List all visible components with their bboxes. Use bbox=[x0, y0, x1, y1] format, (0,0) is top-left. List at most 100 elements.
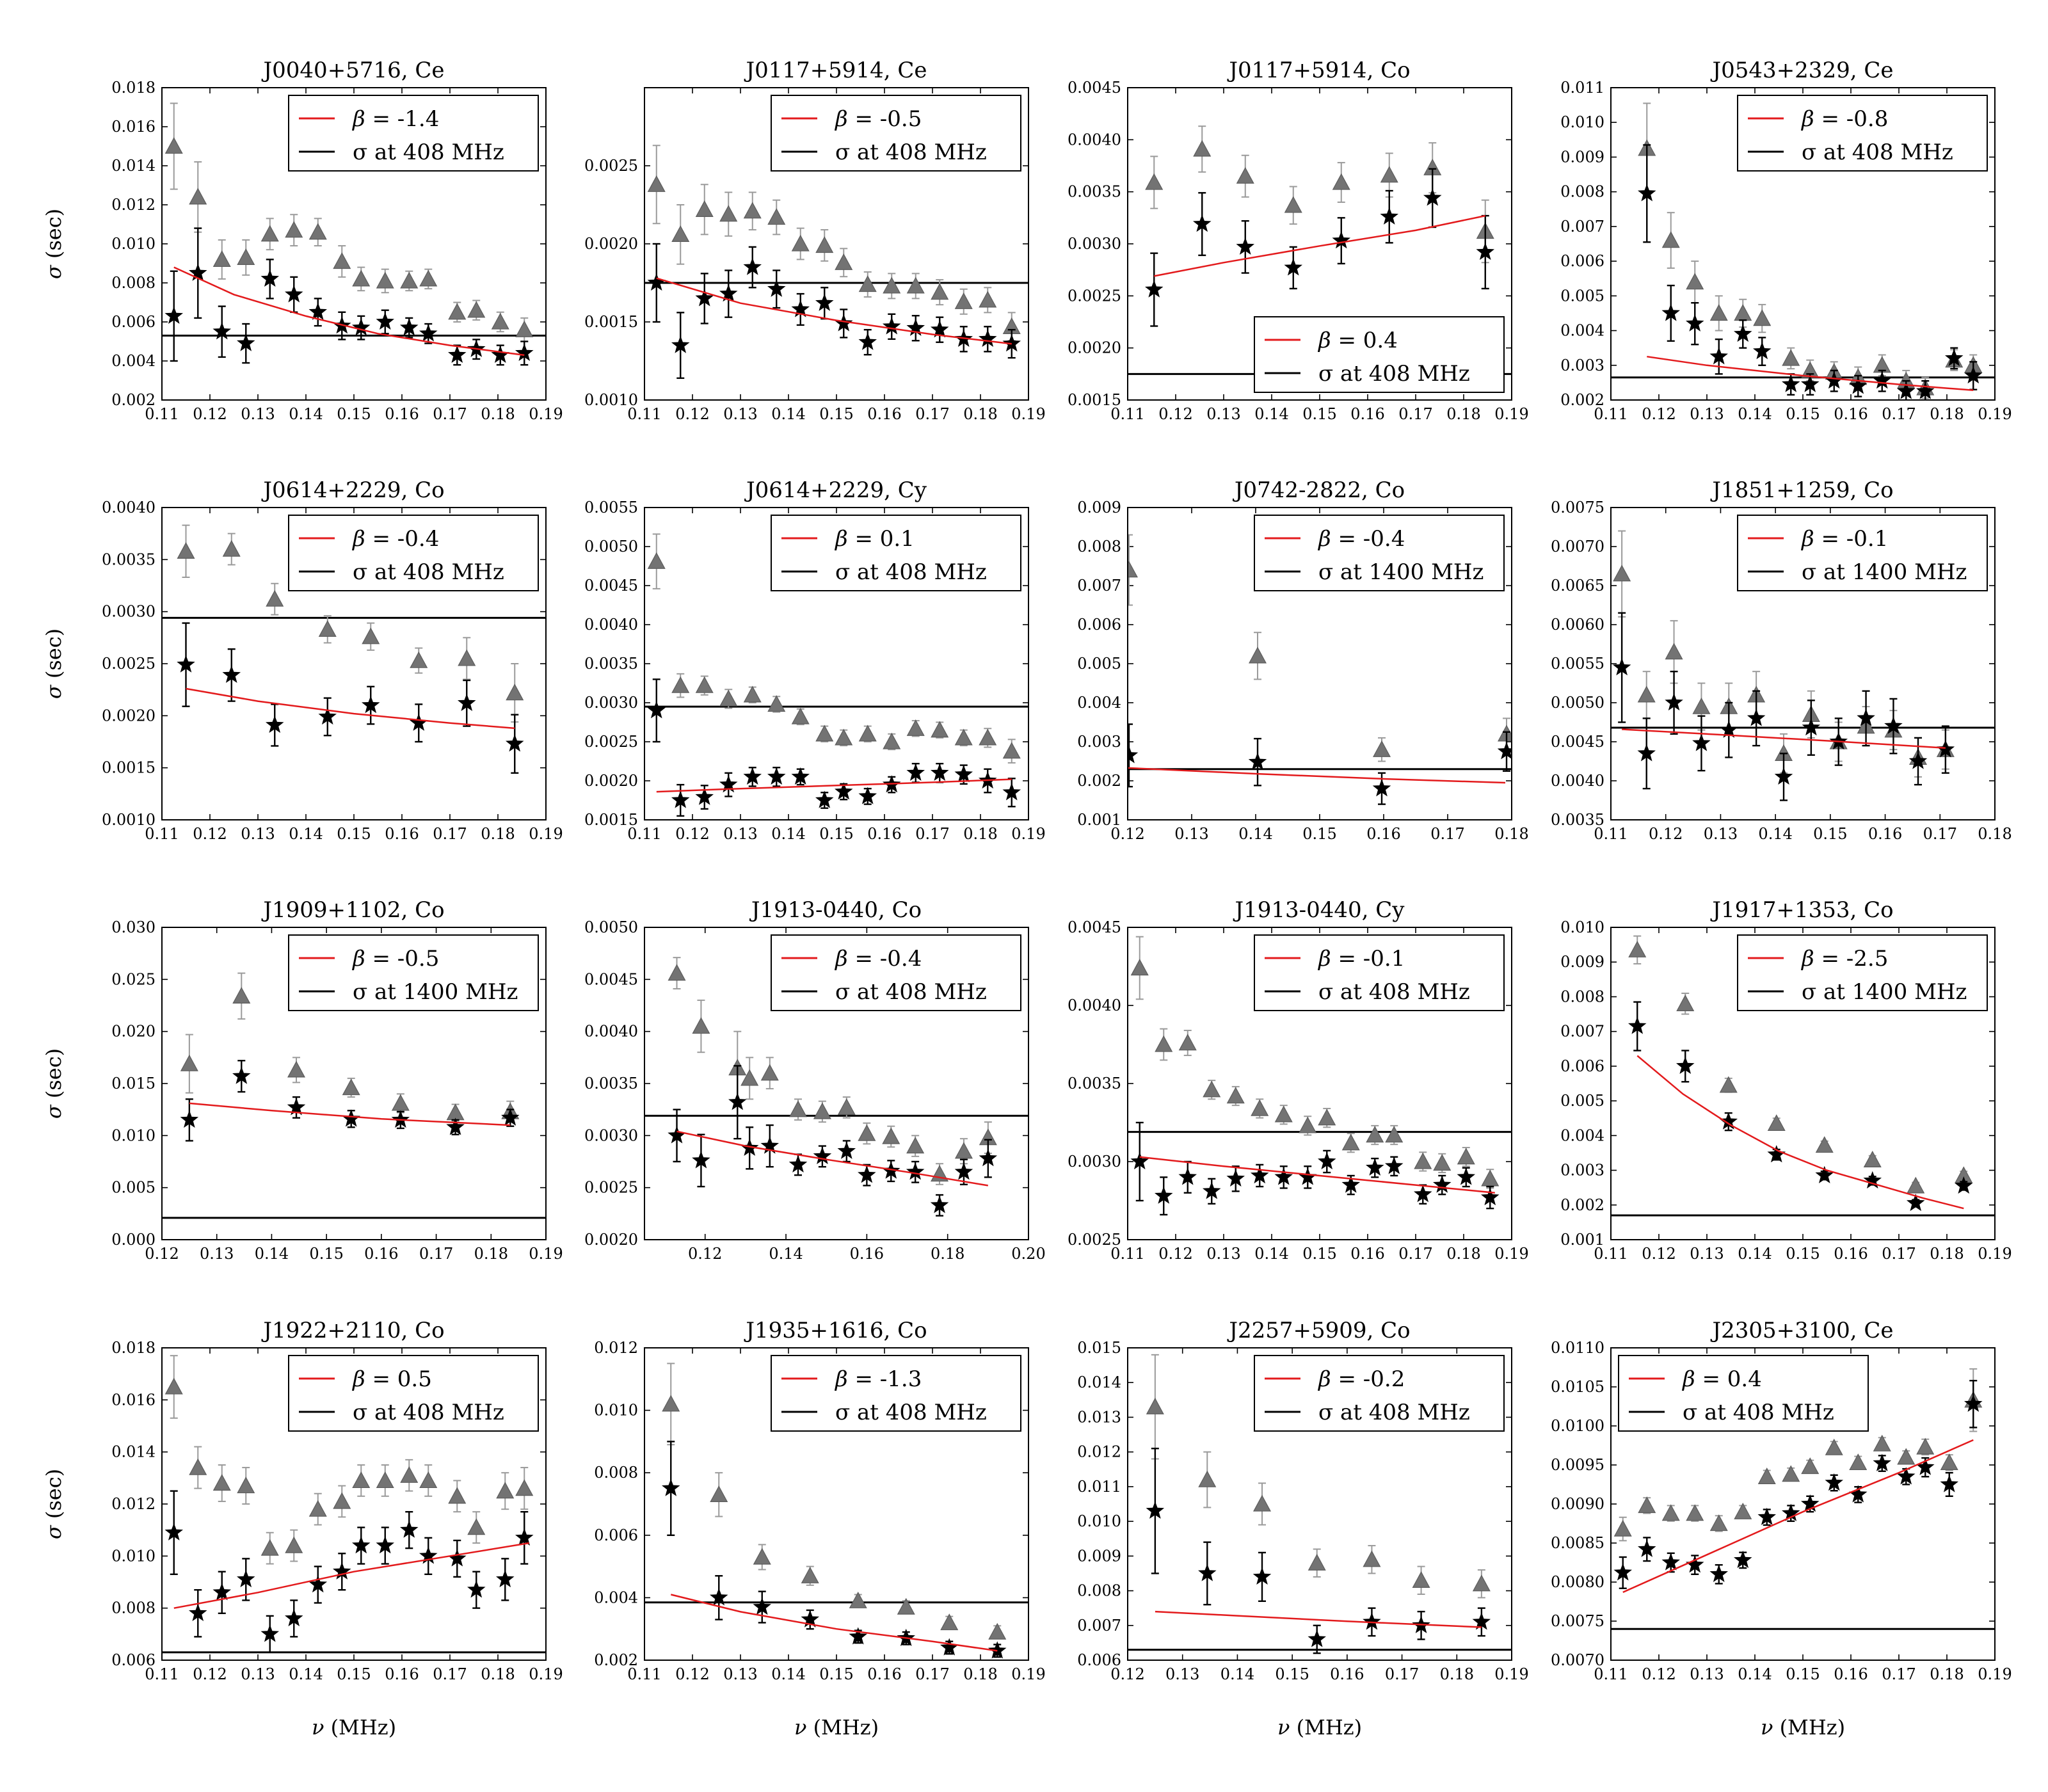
star-marker bbox=[1637, 184, 1656, 202]
legend-box bbox=[1737, 515, 1988, 591]
x-tick-label: 0.15 bbox=[819, 825, 853, 843]
y-tick-label: 0.0040 bbox=[1068, 996, 1121, 1014]
panel-title: J1909+1102, Co bbox=[261, 897, 444, 923]
panel-1: J0040+5716, Ce 0.11 0.12 0.13 0.14 0.15 0.16 0.… bbox=[111, 58, 563, 423]
triangle-marker bbox=[1366, 1126, 1384, 1143]
star-marker bbox=[1284, 258, 1303, 276]
star-point bbox=[1146, 1448, 1165, 1574]
star-point bbox=[222, 648, 241, 702]
star-marker bbox=[1144, 280, 1164, 298]
x-tick-label: 0.14 bbox=[1254, 405, 1288, 423]
triangle-point bbox=[858, 1122, 876, 1145]
x-tick-label: 0.14 bbox=[771, 405, 805, 423]
star-marker bbox=[647, 273, 666, 291]
star-point bbox=[1964, 361, 1983, 390]
star-point bbox=[1332, 217, 1351, 265]
star-point bbox=[265, 703, 284, 747]
star-marker bbox=[287, 1098, 306, 1116]
star-marker bbox=[858, 332, 877, 350]
triangle-point bbox=[1709, 295, 1728, 332]
triangle-marker bbox=[467, 1518, 486, 1535]
plot-frame bbox=[1127, 927, 1512, 1240]
plot-frame bbox=[161, 507, 547, 820]
triangle-point bbox=[1251, 1098, 1269, 1119]
star-marker bbox=[1413, 1185, 1432, 1203]
x-tick-label: 0.15 bbox=[1786, 1665, 1820, 1683]
legend-beta-label: β = -0.1 bbox=[1800, 526, 1888, 552]
x-tick-label: 0.19 bbox=[529, 825, 563, 843]
triangle-point bbox=[1155, 1028, 1173, 1061]
x-tick-label: 0.16 bbox=[867, 825, 901, 843]
x-tick-label: 0.19 bbox=[1978, 1665, 2012, 1683]
panel-12: J1917+1353, Co 0.11 0.12 0.13 0.14 0.15 0.16 0.… bbox=[1560, 897, 2012, 1263]
y-tick-label: 0.002 bbox=[1077, 772, 1121, 790]
triangle-marker bbox=[1692, 697, 1711, 714]
triangle-point bbox=[671, 673, 690, 698]
triangle-point bbox=[1178, 1030, 1197, 1057]
star-marker bbox=[1944, 348, 1964, 367]
x-tick-label: 0.13 bbox=[241, 825, 275, 843]
star-point bbox=[858, 1164, 876, 1187]
triangle-marker bbox=[740, 1069, 759, 1086]
star-marker bbox=[1964, 1394, 1983, 1412]
y-tick-label: 0.009 bbox=[1560, 953, 1604, 971]
triangle-point bbox=[835, 248, 853, 278]
star-marker bbox=[164, 1523, 184, 1540]
star-point bbox=[709, 1575, 728, 1620]
triangle-point bbox=[410, 647, 428, 674]
star-point bbox=[236, 323, 255, 364]
y-tick-label: 0.010 bbox=[1560, 113, 1604, 131]
star-marker bbox=[232, 1066, 251, 1084]
y-tick-label: 0.020 bbox=[111, 1023, 156, 1041]
triangle-point bbox=[164, 1355, 183, 1419]
star-point bbox=[1676, 1050, 1695, 1083]
x-tick-label: 0.19 bbox=[1978, 1245, 2012, 1263]
star-marker bbox=[1423, 188, 1442, 206]
panel-4: J0543+2329, Ce 0.11 0.12 0.13 0.14 0.15 0.16 0.… bbox=[1560, 58, 2012, 423]
fit-line bbox=[1139, 1156, 1495, 1194]
star-point bbox=[801, 1609, 820, 1630]
fit-line bbox=[173, 1542, 530, 1609]
star-marker bbox=[1896, 381, 1916, 399]
star-point bbox=[767, 269, 786, 309]
y-tick-label: 0.007 bbox=[1560, 1023, 1604, 1041]
triangle-marker bbox=[1897, 1448, 1916, 1465]
triangle-point bbox=[1130, 936, 1149, 1000]
plot-area bbox=[162, 1355, 546, 1654]
star-marker bbox=[308, 302, 328, 320]
triangle-point bbox=[1709, 1514, 1728, 1532]
star-point bbox=[1781, 1503, 1800, 1523]
x-tick-label: 0.12 bbox=[193, 1665, 227, 1683]
triangle-marker bbox=[1146, 1397, 1164, 1414]
star-point bbox=[1802, 700, 1821, 756]
star-marker bbox=[399, 1520, 419, 1538]
fit-line bbox=[1622, 1439, 1974, 1594]
star-marker bbox=[692, 1151, 710, 1169]
star-marker bbox=[1800, 374, 1820, 392]
x-tick-label: 0.17 bbox=[433, 405, 467, 423]
triangle-marker bbox=[671, 225, 690, 243]
star-marker bbox=[1146, 1501, 1165, 1519]
star-point bbox=[332, 1553, 351, 1591]
triangle-point bbox=[419, 268, 438, 290]
star-point bbox=[1752, 337, 1772, 366]
x-tick-label: 0.11 bbox=[1594, 1665, 1628, 1683]
x-tick-label: 0.12 bbox=[193, 825, 227, 843]
y-tick-label: 0.0040 bbox=[102, 499, 156, 516]
y-tick-label: 0.005 bbox=[111, 1179, 156, 1197]
plot-frame bbox=[1610, 1347, 1996, 1661]
triangle-marker bbox=[954, 292, 973, 309]
legend-beta-label: β = -2.5 bbox=[1800, 946, 1888, 972]
y-tick-label: 0.0040 bbox=[1068, 131, 1121, 148]
triangle-point bbox=[180, 1034, 198, 1094]
legend-beta-label: β = 0.5 bbox=[351, 1366, 432, 1392]
star-point bbox=[501, 1108, 520, 1127]
star-point bbox=[760, 1124, 780, 1168]
star-point bbox=[399, 1510, 419, 1549]
triangle-point bbox=[1146, 1354, 1164, 1460]
plot-frame bbox=[644, 1347, 1029, 1661]
legend-ref-label: σ at 408 MHz bbox=[1683, 1400, 1834, 1425]
panel-6: J0614+2229, Cy 0.11 0.12 0.13 0.14 0.15 0.16 0.… bbox=[584, 477, 1046, 843]
star-point bbox=[930, 762, 949, 783]
x-tick-label: 0.12 bbox=[1110, 825, 1144, 843]
